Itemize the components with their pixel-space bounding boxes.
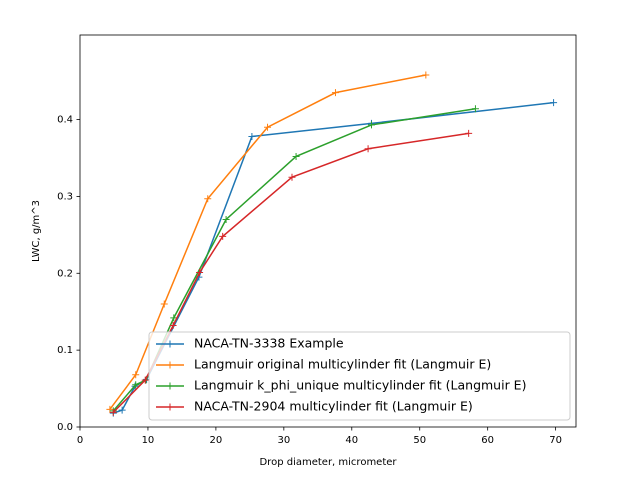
point-marker (109, 408, 117, 416)
point-marker (248, 132, 256, 140)
legend-box (148, 331, 571, 421)
legend-label: NACA-TN-3338 Example (194, 336, 344, 351)
y-tick-label: 0.4 (57, 115, 73, 126)
point-marker (141, 376, 149, 384)
y-tick-label: 0.0 (57, 422, 73, 433)
x-tick-label: 50 (413, 435, 426, 446)
x-tick-label: 60 (481, 435, 494, 446)
point-marker (331, 89, 339, 97)
x-tick-label: 20 (210, 435, 223, 446)
point-marker (422, 71, 430, 79)
x-axis-label: Drop diameter, micrometer (259, 457, 397, 468)
legend-marker (166, 382, 174, 390)
point-marker (288, 173, 296, 181)
point-marker (264, 123, 272, 131)
series-line (112, 108, 476, 412)
y-axis-label: LWC, g/m^3 (31, 200, 42, 262)
point-marker (160, 300, 168, 308)
legend-label: Langmuir original multicylinder fit (Lan… (194, 357, 491, 372)
y-tick-label: 0.3 (57, 191, 73, 202)
point-marker (106, 405, 114, 413)
point-marker (204, 195, 212, 203)
x-tick-label: 30 (277, 435, 290, 446)
point-marker (471, 105, 479, 113)
axes-frame (79, 34, 577, 428)
legend-marker (166, 403, 174, 411)
point-marker (132, 371, 140, 379)
y-tick-label: 0.1 (57, 345, 73, 356)
point-marker (367, 121, 375, 129)
point-marker (222, 215, 230, 223)
point-marker (465, 129, 473, 137)
x-tick-label: 0 (77, 435, 83, 446)
legend-marker (166, 340, 174, 348)
point-marker (219, 232, 227, 240)
point-marker (118, 406, 126, 414)
point-marker (550, 99, 558, 107)
point-marker (169, 322, 177, 330)
point-marker (292, 152, 300, 160)
legend-label: Langmuir k_phi_unique multicylinder fit … (194, 378, 526, 393)
legend-marker (166, 361, 174, 369)
point-marker (196, 269, 204, 277)
x-tick-label: 10 (142, 435, 155, 446)
x-tick-label: 40 (345, 435, 358, 446)
x-tick-label: 70 (549, 435, 562, 446)
point-marker (364, 145, 372, 153)
point-marker (132, 381, 140, 389)
legend-label: NACA-TN-2904 multicylinder fit (Langmuir… (194, 399, 473, 414)
y-tick-label: 0.2 (57, 268, 73, 279)
